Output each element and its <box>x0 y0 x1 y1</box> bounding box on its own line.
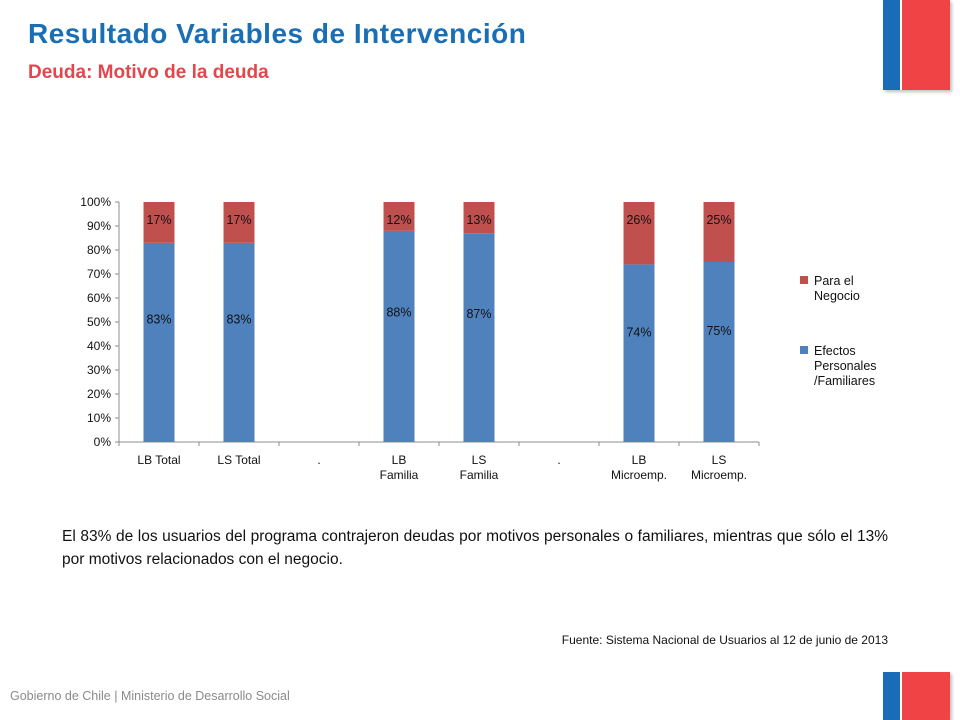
footer-text: Gobierno de Chile | Ministerio de Desarr… <box>10 689 290 703</box>
bar-personal <box>703 262 735 442</box>
legend-swatch-business <box>800 276 808 284</box>
data-label: 17% <box>226 213 251 227</box>
data-source-note: Fuente: Sistema Nacional de Usuarios al … <box>561 633 888 647</box>
page-title: Resultado Variables de Intervención <box>28 18 527 49</box>
bar-business <box>223 202 255 243</box>
y-tick-label: 80% <box>87 243 111 257</box>
y-tick-label: 30% <box>87 363 111 377</box>
y-tick-label: 70% <box>87 267 111 281</box>
data-label: 25% <box>706 213 731 227</box>
page-subtitle: Deuda: Motivo de la deuda <box>28 62 269 83</box>
data-label: 74% <box>626 325 651 339</box>
y-tick-label: 0% <box>94 435 112 449</box>
y-tick-label: 10% <box>87 411 111 425</box>
bar-business <box>703 202 735 262</box>
bar-personal <box>223 242 255 442</box>
data-label: 12% <box>386 213 411 227</box>
chart-svg: 0% 10% 20% 30% 40% 50% 60% 70% 80% 90% 100% LB Tota… <box>80 195 877 482</box>
data-label: 83% <box>226 312 251 326</box>
legend-label-personal: Efectos Personales/Familiares <box>814 344 877 388</box>
x-tick-label: LB Total <box>137 453 180 467</box>
chile-flag-emblem-footer <box>883 672 950 720</box>
y-tick-label: 20% <box>87 387 111 401</box>
legend-label-business: Para el Negocio <box>814 274 860 303</box>
x-tick-label: . <box>557 453 560 467</box>
y-tick-label: 100% <box>80 195 111 209</box>
stacked-bar-chart: 0% 10% 20% 30% 40% 50% 60% 70% 80% 90% 100% LB Tota… <box>55 185 911 495</box>
data-label: 17% <box>146 213 171 227</box>
y-tick-label: 40% <box>87 339 111 353</box>
x-tick-label: . <box>317 453 320 467</box>
data-label: 88% <box>386 305 411 319</box>
data-label: 26% <box>626 213 651 227</box>
data-label: 87% <box>466 307 491 321</box>
y-tick-label: 60% <box>87 291 111 305</box>
chile-flag-emblem <box>883 0 950 90</box>
bar-personal <box>143 242 175 442</box>
x-tick-label: LB Familia <box>380 453 419 482</box>
x-tick-label: LB Microemp. <box>611 453 667 482</box>
data-label: 13% <box>466 213 491 227</box>
bar-personal <box>623 264 655 442</box>
x-tick-label: LS Total <box>217 453 260 467</box>
chart-description: El 83% de los usuarios del programa cont… <box>62 528 888 568</box>
x-tick-label: LS Microemp. <box>691 453 747 482</box>
bar-business <box>383 202 415 231</box>
data-label: 83% <box>146 312 171 326</box>
bar-business <box>143 202 175 243</box>
y-tick-label: 50% <box>87 315 111 329</box>
y-tick-label: 90% <box>87 219 111 233</box>
x-tick-label: LS Familia <box>460 453 499 482</box>
bar-personal <box>463 233 495 442</box>
bar-personal <box>383 230 415 442</box>
legend-swatch-personal <box>800 346 808 354</box>
data-label: 75% <box>706 324 731 338</box>
bar-business <box>463 202 495 234</box>
bar-business <box>623 202 655 265</box>
